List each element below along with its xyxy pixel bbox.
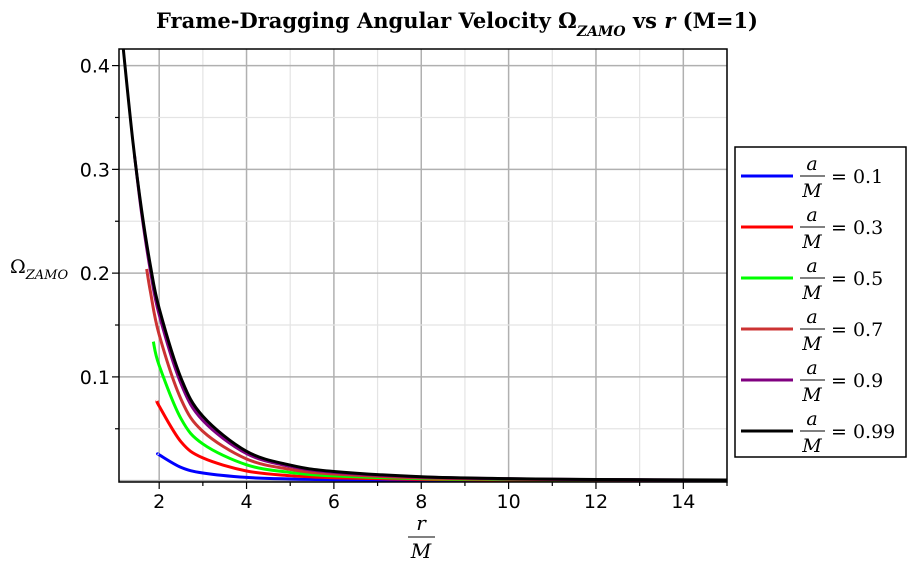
y-tick-label: 0.4	[80, 56, 110, 78]
legend-item: aM = 0.7	[741, 306, 883, 355]
legend-fraction-den: M	[801, 384, 822, 406]
legend-item: aM = 0.5	[741, 255, 883, 304]
x-tick-label: 4	[240, 491, 252, 513]
y-axis-label: ΩZAMO	[10, 256, 68, 283]
series-line-0.9	[133, 155, 727, 482]
legend-value: = 0.99	[831, 421, 895, 443]
legend-fraction-num: a	[806, 153, 817, 175]
legend-fraction-num: a	[806, 357, 817, 379]
legend-item: aM = 0.3	[741, 204, 883, 253]
x-tick-label: 8	[415, 491, 427, 513]
x-tick-label: 14	[671, 491, 695, 513]
series-line-0.5	[151, 341, 727, 482]
legend-fraction-num: a	[806, 408, 817, 430]
legend-fraction-num: a	[806, 306, 817, 328]
series-line-0.99	[121, 49, 727, 482]
legend: aM= 0.1aM= 0.3aM= 0.5aM= 0.7aM= 0.9aM= 0…	[734, 146, 907, 458]
legend-item: aM = 0.99	[741, 408, 895, 457]
plot-area	[121, 49, 727, 482]
legend-fraction-den: M	[801, 231, 822, 253]
legend-fraction-den: M	[801, 282, 822, 304]
legend-fraction-den: M	[801, 180, 822, 202]
legend-fraction-den: M	[801, 333, 822, 355]
x-tick-label: 12	[584, 491, 608, 513]
y-tick-label: 0.1	[80, 367, 110, 389]
x-tick-label: 2	[153, 491, 165, 513]
legend-value: = 0.1	[831, 166, 883, 188]
legend-fraction-num: a	[806, 204, 817, 226]
series-line-0.3	[155, 399, 727, 482]
legend-value: = 0.3	[831, 217, 883, 239]
legend-value: = 0.5	[831, 268, 883, 290]
plot-frame	[118, 48, 728, 483]
x-tick-label: 10	[497, 491, 521, 513]
x-tick-label: 6	[328, 491, 340, 513]
legend-fraction-den: M	[801, 435, 822, 457]
grid	[119, 49, 728, 482]
svg-text:r: r	[416, 511, 427, 535]
y-tick-label: 0.2	[80, 263, 110, 285]
legend-item: aM = 0.9	[741, 357, 883, 406]
y-tick-label: 0.3	[80, 159, 110, 181]
legend-item: aM = 0.1	[741, 153, 883, 202]
legend-value: = 0.7	[831, 319, 883, 341]
chart-title: Frame-Dragging Angular Velocity ΩZAMO vs…	[156, 8, 758, 40]
legend-value: = 0.9	[831, 370, 883, 392]
axes: 2 4 6 8 10 12 14 0.1 0.2 0.3 0.4	[80, 48, 728, 513]
x-axis-label: r M	[408, 511, 435, 563]
legend-fraction-num: a	[806, 255, 817, 277]
svg-text:M: M	[410, 539, 432, 563]
